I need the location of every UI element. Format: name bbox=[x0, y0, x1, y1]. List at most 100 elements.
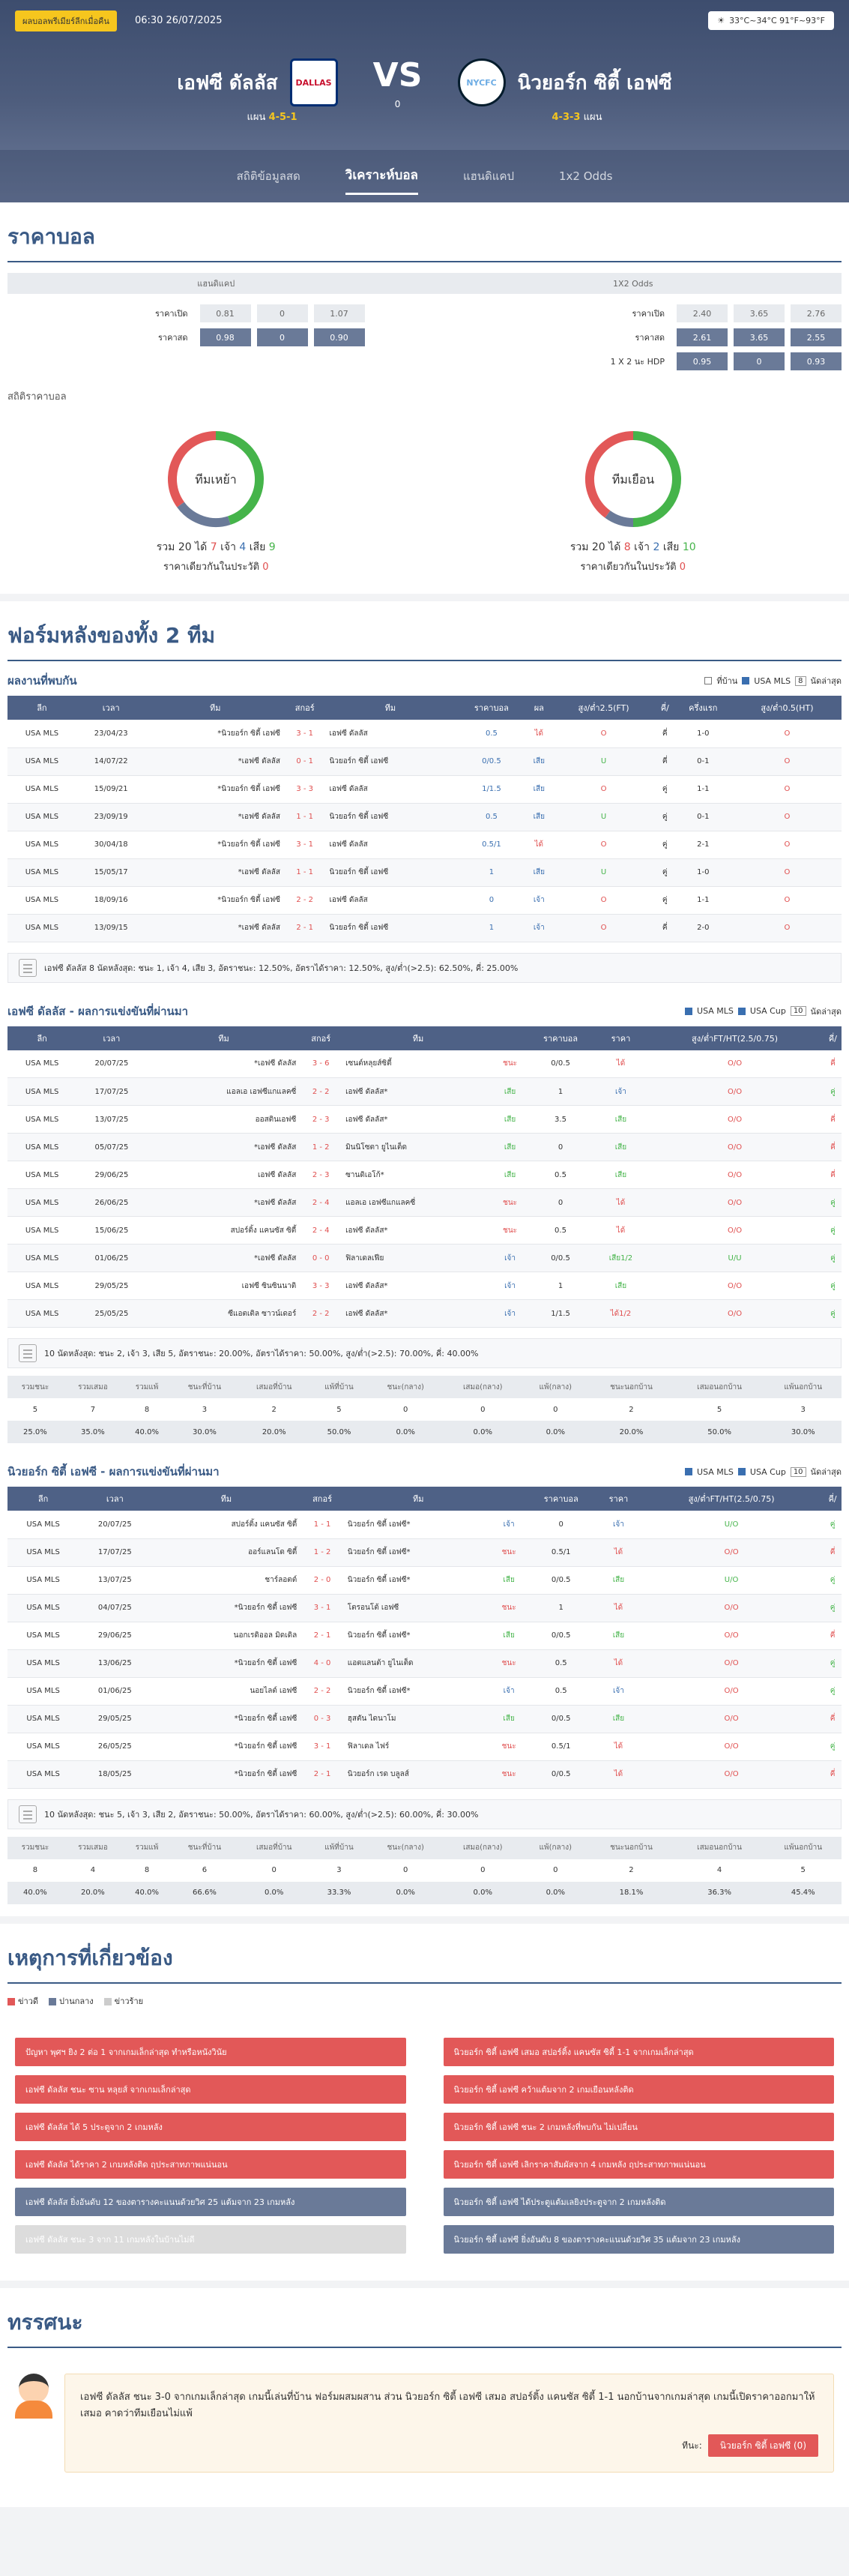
odds-cell[interactable]: 0.95 bbox=[677, 352, 728, 370]
table-cell: ชนะ bbox=[493, 1733, 525, 1761]
table-cell: 0-1 bbox=[673, 747, 733, 776]
event-item[interactable]: นิวยอร์ก ซิตี้ เอฟซี ได้ประตูแต้มเลยิงปร… bbox=[443, 2187, 834, 2216]
table-row[interactable]: USA MLS 15/06/25 สปอร์ติ้ง แคนซัส ซิตี้ 2 -… bbox=[7, 1216, 842, 1245]
odds-cell[interactable]: 0.98 bbox=[199, 328, 251, 346]
table-row[interactable]: USA MLS 17/07/25 ออร์แลนโด ซิตี้ 1 - 2 นิวยอ… bbox=[7, 1538, 842, 1567]
stat-value: 0.0% bbox=[368, 1881, 444, 1904]
table-cell: USA MLS bbox=[7, 1566, 79, 1595]
table-cell: 3 - 1 bbox=[284, 831, 325, 859]
table-cell: 2 - 3 bbox=[300, 1161, 342, 1189]
odds-cell[interactable]: 0 bbox=[734, 352, 785, 370]
table-row[interactable]: USA MLS 25/05/25 ซีแอตเติล ซาวน์เดอร์ 2 - 2… bbox=[7, 1299, 842, 1328]
cup-checkbox[interactable] bbox=[737, 1468, 746, 1475]
table-cell: ออร์แลนโด ซิตี้ bbox=[151, 1538, 302, 1567]
table-cell: 2 - 2 bbox=[300, 1299, 342, 1328]
odds-hdp-label: 1 X 2 นะ HDP bbox=[610, 357, 665, 367]
event-item[interactable]: นิวยอร์ก ซิตี้ เอฟซี เลิกราคาสัมผัสจาก 4… bbox=[443, 2149, 834, 2179]
table-row[interactable]: USA MLS 13/07/25 ออสตินเอฟซี 2 - 3 เอฟซี ดัล… bbox=[7, 1105, 842, 1134]
table-cell: O bbox=[551, 914, 656, 942]
table-row[interactable]: USA MLS 29/06/25 นอกเรดิออล มิดเดิล 2 - 1 นิ… bbox=[7, 1622, 842, 1650]
away-stats-table: รวมชนะ รวมเสมอ รวมแพ้ ชนะที่บ้าน เสมอที่บ้าน… bbox=[7, 1836, 842, 1904]
odds-cell[interactable]: 0 bbox=[256, 304, 308, 322]
table-row[interactable]: USA MLS 13/06/25 *นิวยอร์ก ซิตี้ เอฟซี 4 - … bbox=[7, 1649, 842, 1678]
column-header: ราคาบอล bbox=[524, 1487, 598, 1511]
event-item[interactable]: เอฟซี ดัลลัส ได้ 5 ประตูจาก 2 เกมหลัง bbox=[15, 2112, 406, 2141]
table-row[interactable]: USA MLS 15/09/21 *นิวยอร์ก ซิตี้ เอฟซี 3 - … bbox=[7, 775, 842, 804]
odds-cell[interactable]: 2.40 bbox=[677, 304, 728, 322]
table-cell: เสีย bbox=[495, 1133, 525, 1161]
event-item[interactable]: เอฟซี ดัลลัส ยิ่งอันดับ 12 ของตารางคะแนน… bbox=[15, 2187, 406, 2216]
event-item[interactable]: เอฟซี ดัลลัส ชนะ ซาน หลุยส์ จากเกมเล็กล่… bbox=[15, 2074, 406, 2104]
table-row[interactable]: USA MLS 01/06/25 นอยไลต์ เอฟซี 2 - 2 นิวยอร์… bbox=[7, 1677, 842, 1706]
count-select[interactable]: 8 bbox=[795, 675, 806, 686]
table-row[interactable]: USA MLS 05/07/25 *เอฟซี ดัลลัส 1 - 2 มินนิโซ… bbox=[7, 1133, 842, 1161]
table-row[interactable]: USA MLS 18/05/25 *นิวยอร์ก ซิตี้ เอฟซี 2 - … bbox=[7, 1760, 842, 1789]
table-cell: O/O bbox=[638, 1649, 824, 1678]
event-item[interactable]: เอฟซี ดัลลัส ชนะ 3 จาก 11 เกมหลังในบ้านไ… bbox=[15, 2224, 406, 2254]
event-item[interactable]: นิวยอร์ก ซิตี้ เอฟซี ยิ่งอันดับ 8 ของตาร… bbox=[443, 2224, 834, 2254]
league-checkbox[interactable] bbox=[742, 677, 750, 684]
odds-cell[interactable]: 2.76 bbox=[791, 304, 842, 322]
table-cell: ฟิลาเดล ไฟร์ bbox=[342, 1733, 494, 1761]
odds-cell[interactable]: 3.65 bbox=[734, 328, 785, 346]
mls-checkbox[interactable] bbox=[685, 1468, 693, 1475]
table-row[interactable]: USA MLS 14/07/22 *เอฟซี ดัลลัส 0 - 1 นิวยอร์… bbox=[7, 747, 842, 776]
cup-checkbox[interactable] bbox=[737, 1007, 746, 1015]
table-row[interactable]: USA MLS 29/06/25 เอฟซี ดัลลัส 2 - 3 ซานดิเอโ… bbox=[7, 1161, 842, 1189]
tab-live-stats[interactable]: สถิติข้อมูลสด bbox=[236, 169, 300, 183]
event-item[interactable]: เอฟซี ดัลลัส ได้ราคา 2 เกมหลังติด ฤประสา… bbox=[15, 2149, 406, 2179]
odds-cell[interactable]: 0.81 bbox=[199, 304, 251, 322]
table-cell: เสีย bbox=[596, 1272, 646, 1300]
count-select[interactable]: 10 bbox=[790, 1466, 806, 1477]
table-row[interactable]: USA MLS 13/09/15 *เอฟซี ดัลลัส 2 - 1 นิวยอร์… bbox=[7, 914, 842, 942]
table-cell: O bbox=[732, 886, 842, 915]
event-item[interactable]: ปัญหา พุศฯ ยิง 2 ต่อ 1 จากเกมเล็กล่าสุด … bbox=[15, 2037, 406, 2066]
home-team-logo[interactable]: DALLAS bbox=[289, 58, 338, 106]
table-row[interactable]: USA MLS 26/05/25 *นิวยอร์ก ซิตี้ เอฟซี 3 - … bbox=[7, 1733, 842, 1761]
mls-checkbox[interactable] bbox=[685, 1007, 693, 1015]
table-row[interactable]: USA MLS 04/07/25 *นิวยอร์ก ซิตี้ เอฟซี 3 - … bbox=[7, 1594, 842, 1622]
event-item[interactable]: นิวยอร์ก ซิตี้ เอฟซี คว้าแต้มจาก 2 เกมเย… bbox=[443, 2074, 834, 2104]
table-row[interactable]: USA MLS 20/07/25 สปอร์ติ้ง แคนซัส ซิตี้ 1 -… bbox=[7, 1511, 842, 1539]
table-row[interactable]: USA MLS 30/04/18 *นิวยอร์ก ซิตี้ เอฟซี 3 - … bbox=[7, 831, 842, 859]
table-cell: 05/07/25 bbox=[76, 1133, 147, 1161]
table-row[interactable]: USA MLS 23/09/19 *เอฟซี ดัลลัส 1 - 1 นิวยอร์… bbox=[7, 803, 842, 831]
odds-cell[interactable]: 3.65 bbox=[734, 304, 785, 322]
stat-header: รวมชนะ bbox=[7, 1836, 63, 1859]
odds-cell[interactable]: 2.61 bbox=[677, 328, 728, 346]
away-team-name[interactable]: นิวยอร์ก ซิตี้ เอฟซี bbox=[517, 71, 672, 94]
odds-cell[interactable]: 0 bbox=[256, 328, 308, 346]
table-row[interactable]: USA MLS 01/06/25 *เอฟซี ดัลลัส 0 - 0 ฟิลาเดล… bbox=[7, 1244, 842, 1272]
table-row[interactable]: USA MLS 23/04/23 *นิวยอร์ก ซิตี้ เอฟซี 3 - … bbox=[7, 720, 842, 748]
count-select[interactable]: 10 bbox=[790, 1006, 806, 1016]
event-item[interactable]: นิวยอร์ก ซิตี้ เอฟซี เสมอ สปอร์ติ้ง แคนซ… bbox=[443, 2037, 834, 2066]
odds-cell[interactable]: 0.93 bbox=[791, 352, 842, 370]
table-row[interactable]: USA MLS 20/07/25 *เอฟซี ดัลลัส 3 - 6 เซนต์หล… bbox=[7, 1050, 842, 1078]
table-row[interactable]: USA MLS 18/09/16 *นิวยอร์ก ซิตี้ เอฟซี 2 - … bbox=[7, 886, 842, 915]
odds-cell[interactable]: 1.07 bbox=[313, 304, 365, 322]
home-only-checkbox[interactable] bbox=[704, 677, 713, 684]
tab-analysis[interactable]: วิเคราะห์บอล bbox=[345, 157, 418, 195]
table-row[interactable]: USA MLS 29/05/25 เอฟซี ซินซินนาติ 3 - 3 เอฟซ… bbox=[7, 1272, 842, 1300]
tab-handicap[interactable]: แฮนดิแคป bbox=[462, 169, 515, 183]
table-cell: เสีย bbox=[596, 1105, 646, 1134]
table-row[interactable]: USA MLS 26/06/25 *เอฟซี ดัลลัส 2 - 4 แอลเอ เ… bbox=[7, 1188, 842, 1217]
away-team-logo[interactable]: NYCFC bbox=[457, 58, 506, 106]
analyst-avatar bbox=[15, 2373, 52, 2419]
table-row[interactable]: USA MLS 29/05/25 *นิวยอร์ก ซิตี้ เอฟซี 0 - … bbox=[7, 1705, 842, 1733]
table-cell: ชนะ bbox=[493, 1760, 525, 1789]
tab-1x2-odds[interactable]: 1x2 Odds bbox=[559, 169, 613, 183]
event-item[interactable]: นิวยอร์ก ซิตี้ เอฟซี ชนะ 2 เกมหลังที่พบก… bbox=[443, 2112, 834, 2141]
stat-header: เสมอนอกบ้าน bbox=[674, 1376, 765, 1398]
table-row[interactable]: USA MLS 15/05/17 *เอฟซี ดัลลัส 1 - 1 นิวยอร์… bbox=[7, 858, 842, 887]
odds-cell[interactable]: 0.90 bbox=[313, 328, 365, 346]
table-row[interactable]: USA MLS 13/07/25 ชาร์ลอตต์ 2 - 0 นิวยอร์ก ซิ… bbox=[7, 1566, 842, 1595]
table-cell: *นิวยอร์ก ซิตี้ เอฟซี bbox=[151, 1733, 302, 1761]
home-button[interactable]: ผลบอลพรีเมียร์ลีกเมื่อคืน bbox=[15, 10, 117, 31]
home-team-name[interactable]: เอฟซี ดัลลัส bbox=[177, 71, 278, 94]
table-cell: 17/07/25 bbox=[79, 1538, 151, 1567]
odds-cell[interactable]: 2.55 bbox=[791, 328, 842, 346]
prediction-button[interactable]: นิวยอร์ก ซิตี้ เอฟซี (0) bbox=[707, 2434, 818, 2458]
table-cell: ชาร์ลอตต์ bbox=[151, 1566, 302, 1595]
